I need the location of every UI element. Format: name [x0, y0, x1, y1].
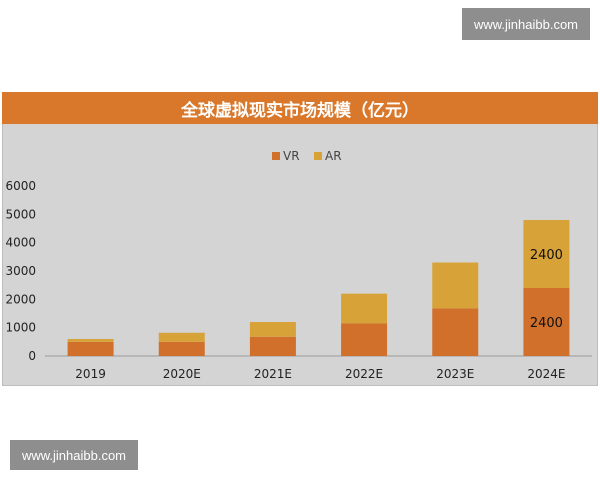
watermark-bottom: www.jinhaibb.com — [10, 440, 138, 470]
x-tick-label: 2022E — [345, 367, 383, 381]
x-tick-label: 2023E — [436, 367, 474, 381]
bar-value-label: 2400 — [530, 316, 563, 331]
y-tick-label: 2000 — [5, 292, 36, 306]
legend-swatch-vr — [272, 152, 280, 160]
bar-vr — [523, 288, 570, 356]
bar-vr — [158, 341, 205, 356]
bar-value-label: 2400 — [530, 248, 563, 263]
legend-label-vr: VR — [283, 149, 300, 163]
y-tick-label: 0 — [28, 349, 36, 363]
y-tick-label: 5000 — [5, 207, 36, 221]
y-tick-label: 3000 — [5, 264, 36, 278]
y-tick-label: 6000 — [5, 179, 36, 193]
bar-vr — [341, 323, 388, 356]
bar-ar — [158, 332, 205, 342]
bar-ar — [67, 339, 114, 342]
bar-vr — [67, 341, 114, 356]
watermark-top: www.jinhaibb.com — [462, 8, 590, 40]
bar-vr — [432, 308, 479, 356]
x-tick-label: 2024E — [527, 367, 565, 381]
chart-panel — [2, 92, 598, 386]
legend-label-ar: AR — [325, 149, 342, 163]
y-tick-label: 4000 — [5, 236, 36, 250]
bar-ar — [341, 293, 388, 324]
x-tick-label: 2019 — [75, 367, 106, 381]
bar-ar — [432, 262, 479, 309]
x-tick-label: 2021E — [254, 367, 292, 381]
bar-vr — [249, 336, 296, 356]
y-tick-label: 1000 — [5, 321, 36, 335]
x-tick-label: 2020E — [163, 367, 201, 381]
chart-title: 全球虚拟现实市场规模（亿元） — [2, 92, 598, 124]
legend-swatch-ar — [314, 152, 322, 160]
bar-ar — [523, 220, 570, 288]
bar-ar — [249, 322, 296, 337]
